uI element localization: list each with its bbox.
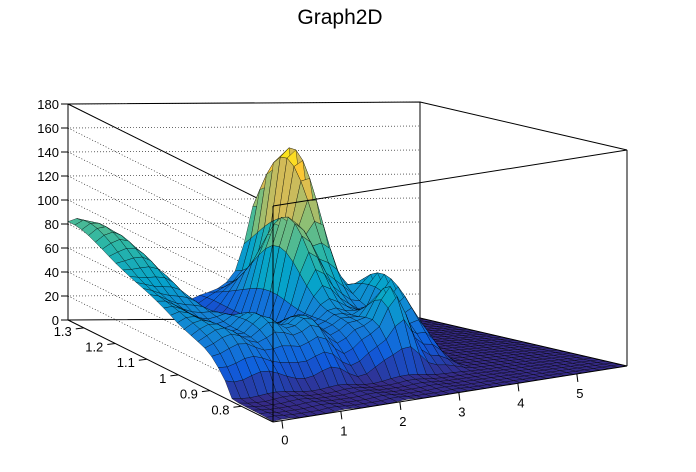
y-tick <box>170 374 179 377</box>
front-top-edges <box>272 101 628 207</box>
z-tick-label: 0 <box>52 313 59 328</box>
z-tick-label: 80 <box>45 217 59 232</box>
axis-ticks: 0123450.80.911.11.21.3020406080100120140… <box>37 97 583 448</box>
z-tick-label: 180 <box>37 97 59 112</box>
floor-front-edges <box>272 317 628 423</box>
chart-title: Graph2D <box>297 6 382 29</box>
y-tick-label: 1.1 <box>117 355 135 370</box>
y-tick-label: 1 <box>159 371 166 386</box>
y-tick-label: 0.8 <box>211 402 229 417</box>
x-tick <box>458 392 461 401</box>
x-tick <box>399 401 402 410</box>
y-tick <box>107 343 116 346</box>
x-tick-label: 5 <box>576 386 583 401</box>
z-tick-label: 40 <box>45 265 59 280</box>
y-tick <box>233 405 242 408</box>
y-tick <box>138 358 147 361</box>
z-tick-label: 160 <box>37 121 59 136</box>
x-tick-label: 3 <box>458 405 465 420</box>
z-gridline <box>67 125 421 231</box>
x-tick <box>576 373 579 382</box>
x-tick <box>517 383 520 392</box>
x-tick-label: 2 <box>399 414 406 429</box>
x-tick-label: 0 <box>281 433 288 448</box>
y-tick-label: 0.9 <box>180 387 198 402</box>
x-tick <box>340 411 343 420</box>
z-gridline <box>67 101 421 207</box>
z-tick-label: 20 <box>45 289 59 304</box>
z-tick-label: 60 <box>45 241 59 256</box>
z-tick-label: 100 <box>37 193 59 208</box>
surface <box>67 147 628 422</box>
z-tick-label: 120 <box>37 169 59 184</box>
x-tick <box>281 420 284 429</box>
y-tick <box>201 390 210 393</box>
y-tick <box>75 327 84 330</box>
y-tick-label: 1.3 <box>54 324 72 339</box>
z-tick-label: 140 <box>37 145 59 160</box>
x-tick-label: 1 <box>340 423 347 438</box>
y-tick-label: 1.2 <box>85 340 103 355</box>
x-tick-label: 4 <box>517 395 524 410</box>
front-frame <box>272 101 628 423</box>
